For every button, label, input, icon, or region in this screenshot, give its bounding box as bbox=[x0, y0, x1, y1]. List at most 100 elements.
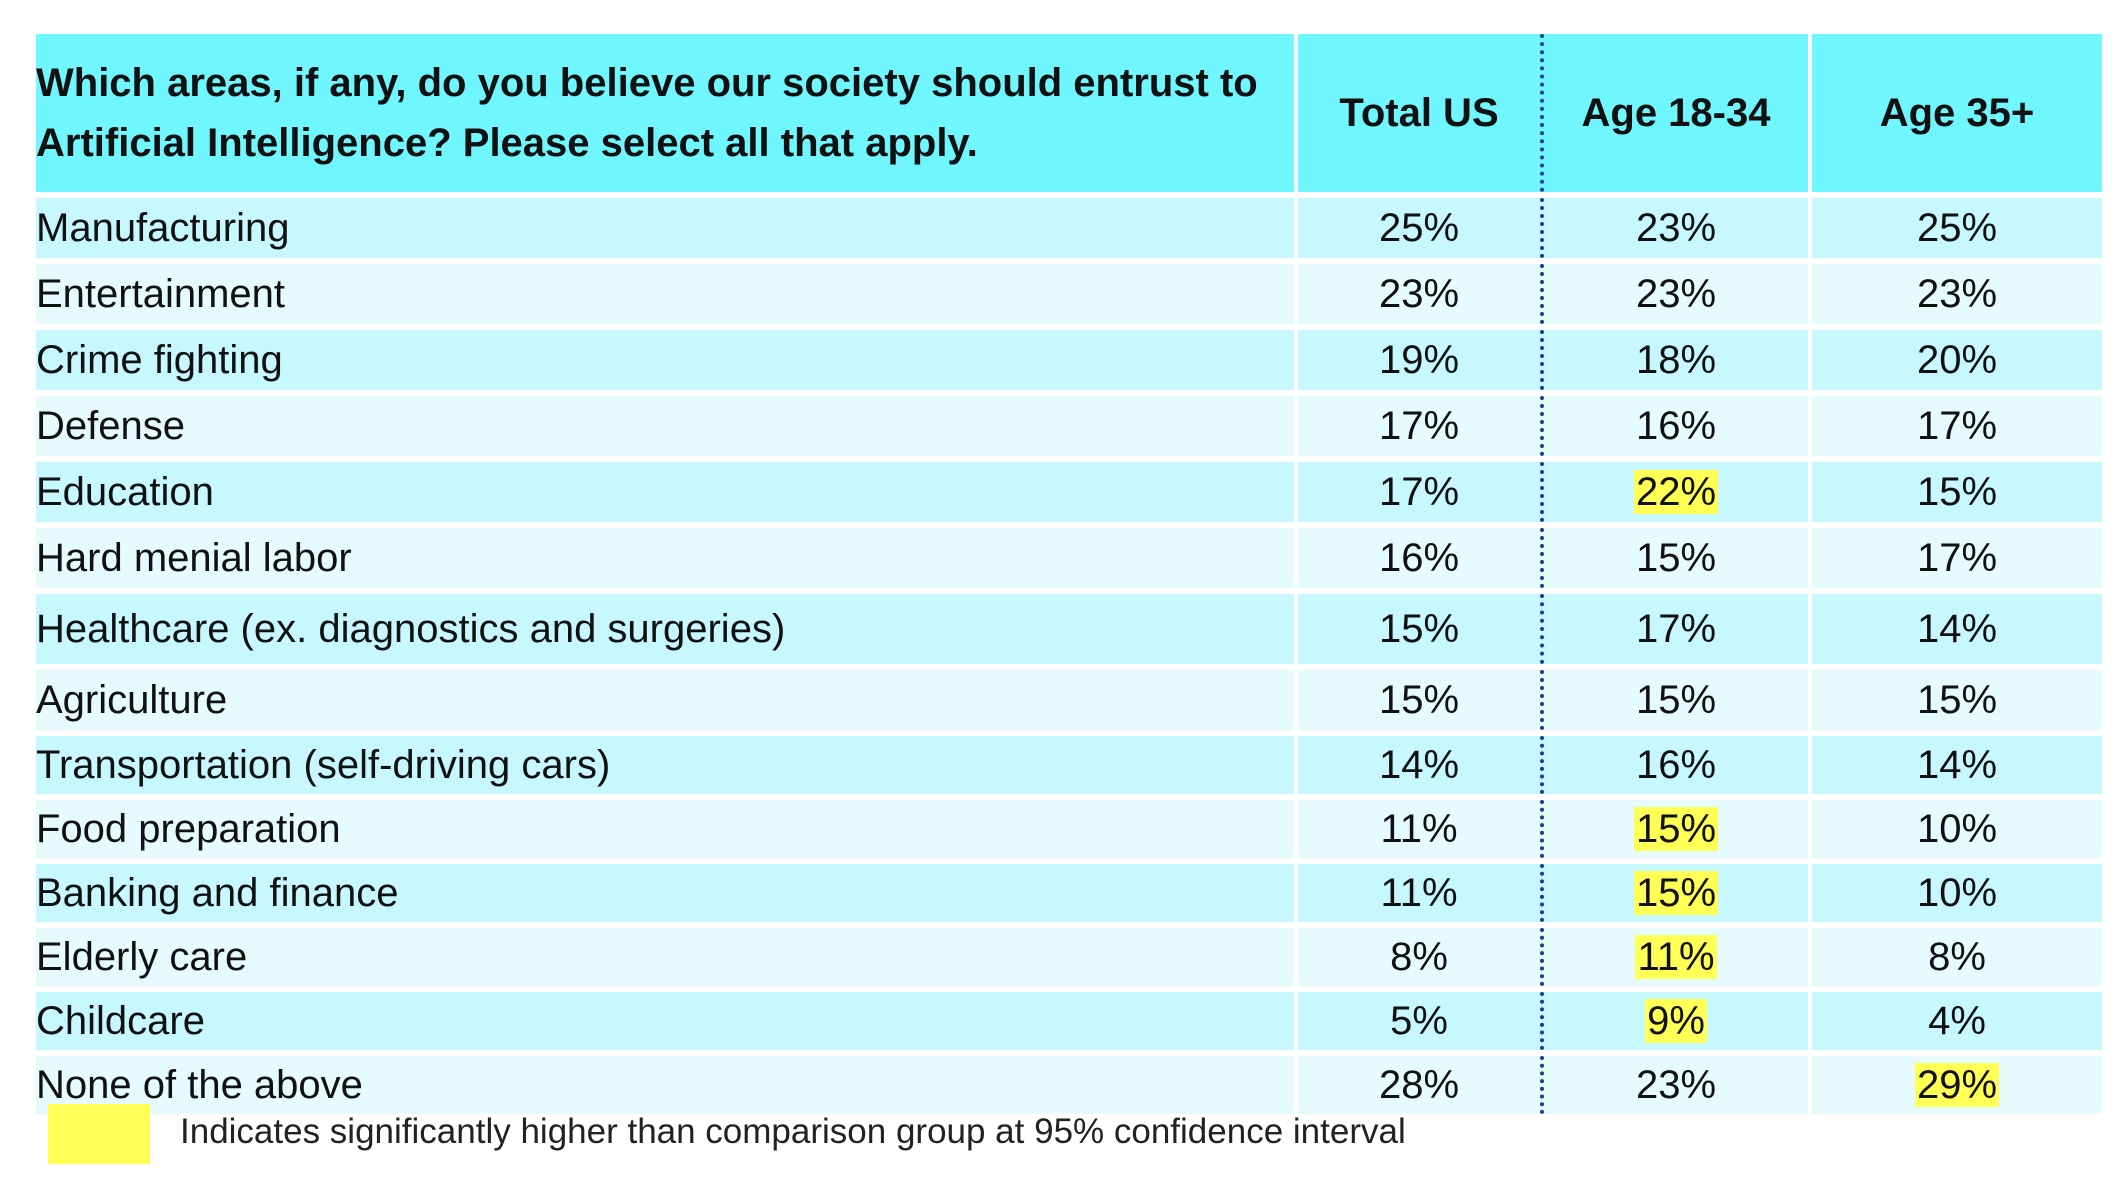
row-label: Manufacturing bbox=[36, 198, 1294, 258]
cell-value: 16% bbox=[1378, 535, 1460, 580]
cell-value: 14% bbox=[1916, 606, 1998, 651]
table-row: Manufacturing 25% 23% 25% bbox=[36, 198, 2102, 258]
table-row: Food preparation 11% 15% 10% bbox=[36, 800, 2102, 858]
cell-age-35-plus: 10% bbox=[1808, 800, 2102, 858]
table-body: Manufacturing 25% 23% 25% Entertainment 23% 23… bbox=[36, 198, 2102, 1114]
table-row: Healthcare (ex. diagnostics and surgerie… bbox=[36, 594, 2102, 664]
row-label: Education bbox=[36, 462, 1294, 522]
table-row: Banking and finance 11% 15% 10% bbox=[36, 864, 2102, 922]
cell-value: 14% bbox=[1378, 742, 1460, 787]
cell-total-us: 14% bbox=[1294, 736, 1540, 794]
cell-value: 10% bbox=[1916, 806, 1998, 851]
cell-value: 23% bbox=[1635, 271, 1717, 316]
cell-age-35-plus: 25% bbox=[1808, 198, 2102, 258]
cell-value: 5% bbox=[1390, 998, 1448, 1043]
cell-age-18-34: 17% bbox=[1540, 594, 1808, 664]
table-row: Entertainment 23% 23% 23% bbox=[36, 264, 2102, 324]
table-row: Education 17% 22% 15% bbox=[36, 462, 2102, 522]
cell-value: 23% bbox=[1635, 1062, 1717, 1107]
cell-age-18-34: 11% bbox=[1540, 928, 1808, 986]
cell-value: 17% bbox=[1916, 535, 1998, 580]
cell-age-35-plus: 17% bbox=[1808, 396, 2102, 456]
cell-total-us: 28% bbox=[1294, 1056, 1540, 1114]
cell-value: 10% bbox=[1916, 870, 1998, 915]
table-row: Crime fighting 19% 18% 20% bbox=[36, 330, 2102, 390]
cell-total-us: 17% bbox=[1294, 462, 1540, 522]
row-label: Elderly care bbox=[36, 928, 1294, 986]
cell-value: 23% bbox=[1635, 205, 1717, 250]
cell-age-35-plus: 20% bbox=[1808, 330, 2102, 390]
row-label: Childcare bbox=[36, 992, 1294, 1050]
cell-total-us: 23% bbox=[1294, 264, 1540, 324]
highlighted-cell-value: 29% bbox=[1914, 1062, 2000, 1107]
cell-value: 16% bbox=[1635, 403, 1717, 448]
cell-age-35-plus: 14% bbox=[1808, 736, 2102, 794]
cell-age-18-34: 16% bbox=[1540, 736, 1808, 794]
cell-total-us: 11% bbox=[1294, 800, 1540, 858]
cell-age-18-34: 15% bbox=[1540, 800, 1808, 858]
table-row: Agriculture 15% 15% 15% bbox=[36, 670, 2102, 730]
cell-total-us: 17% bbox=[1294, 396, 1540, 456]
cell-age-18-34: 23% bbox=[1540, 264, 1808, 324]
legend-text: Indicates significantly higher than comp… bbox=[180, 1112, 1406, 1151]
cell-value: 14% bbox=[1916, 742, 1998, 787]
table-row: Transportation (self-driving cars) 14% 16%… bbox=[36, 736, 2102, 794]
row-label: Agriculture bbox=[36, 670, 1294, 730]
cell-age-18-34: 15% bbox=[1540, 528, 1808, 588]
highlighted-cell-value: 22% bbox=[1633, 469, 1719, 514]
cell-value: 25% bbox=[1378, 205, 1460, 250]
table-row: Childcare 5% 9% 4% bbox=[36, 992, 2102, 1050]
cell-total-us: 16% bbox=[1294, 528, 1540, 588]
cell-age-35-plus: 4% bbox=[1808, 992, 2102, 1050]
column-header-age-18-34: Age 18-34 bbox=[1540, 34, 1808, 192]
cell-value: 15% bbox=[1916, 469, 1998, 514]
cell-value: 15% bbox=[1916, 677, 1998, 722]
cell-age-35-plus: 10% bbox=[1808, 864, 2102, 922]
cell-age-18-34: 15% bbox=[1540, 864, 1808, 922]
cell-total-us: 5% bbox=[1294, 992, 1540, 1050]
cell-age-35-plus: 14% bbox=[1808, 594, 2102, 664]
cell-age-35-plus: 15% bbox=[1808, 462, 2102, 522]
cell-value: 17% bbox=[1635, 606, 1717, 651]
cell-value: 16% bbox=[1635, 742, 1717, 787]
cell-value: 23% bbox=[1916, 271, 1998, 316]
cell-value: 15% bbox=[1378, 606, 1460, 651]
column-header-age-35-plus: Age 35+ bbox=[1808, 34, 2102, 192]
cell-age-18-34: 16% bbox=[1540, 396, 1808, 456]
cell-value: 8% bbox=[1928, 934, 1986, 979]
row-label: Defense bbox=[36, 396, 1294, 456]
cell-total-us: 8% bbox=[1294, 928, 1540, 986]
table-header-row: Which areas, if any, do you believe our … bbox=[36, 34, 2102, 192]
highlighted-cell-value: 15% bbox=[1633, 806, 1719, 851]
cell-value: 17% bbox=[1378, 469, 1460, 514]
cell-value: 23% bbox=[1378, 271, 1460, 316]
cell-age-18-34: 23% bbox=[1540, 1056, 1808, 1114]
cell-value: 4% bbox=[1928, 998, 1986, 1043]
cell-age-35-plus: 8% bbox=[1808, 928, 2102, 986]
cell-total-us: 15% bbox=[1294, 670, 1540, 730]
legend-swatch bbox=[48, 1104, 150, 1164]
cell-value: 17% bbox=[1916, 403, 1998, 448]
table-row: Elderly care 8% 11% 8% bbox=[36, 928, 2102, 986]
cell-age-18-34: 23% bbox=[1540, 198, 1808, 258]
cell-age-18-34: 22% bbox=[1540, 462, 1808, 522]
cell-age-35-plus: 29% bbox=[1808, 1056, 2102, 1114]
cell-age-35-plus: 15% bbox=[1808, 670, 2102, 730]
cell-age-18-34: 15% bbox=[1540, 670, 1808, 730]
cell-age-18-34: 9% bbox=[1540, 992, 1808, 1050]
cell-age-35-plus: 23% bbox=[1808, 264, 2102, 324]
cell-value: 8% bbox=[1390, 934, 1448, 979]
row-label: Entertainment bbox=[36, 264, 1294, 324]
highlighted-cell-value: 15% bbox=[1633, 870, 1719, 915]
cell-total-us: 25% bbox=[1294, 198, 1540, 258]
row-label: Healthcare (ex. diagnostics and surgerie… bbox=[36, 594, 1294, 664]
cell-value: 15% bbox=[1635, 677, 1717, 722]
cell-value: 25% bbox=[1916, 205, 1998, 250]
row-label: Food preparation bbox=[36, 800, 1294, 858]
cell-value: 11% bbox=[1380, 806, 1458, 851]
cell-value: 15% bbox=[1635, 535, 1717, 580]
cell-age-35-plus: 17% bbox=[1808, 528, 2102, 588]
survey-results-table: Which areas, if any, do you believe our … bbox=[36, 28, 2102, 1120]
cell-value: 20% bbox=[1916, 337, 1998, 382]
question-header: Which areas, if any, do you believe our … bbox=[36, 34, 1294, 192]
